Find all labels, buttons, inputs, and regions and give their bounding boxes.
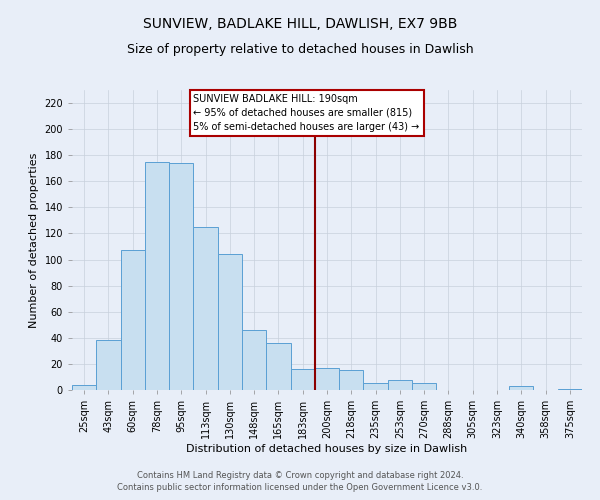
Bar	[509, 386, 533, 390]
Bar	[339, 370, 364, 390]
Bar	[121, 250, 145, 390]
Text: SUNVIEW BADLAKE HILL: 190sqm
← 95% of detached houses are smaller (815)
5% of se: SUNVIEW BADLAKE HILL: 190sqm ← 95% of de…	[193, 94, 419, 132]
Bar	[364, 384, 388, 390]
Bar	[72, 385, 96, 390]
Bar	[218, 254, 242, 390]
Text: SUNVIEW, BADLAKE HILL, DAWLISH, EX7 9BB: SUNVIEW, BADLAKE HILL, DAWLISH, EX7 9BB	[143, 18, 457, 32]
Bar	[193, 227, 218, 390]
Bar	[315, 368, 339, 390]
Bar	[290, 369, 315, 390]
Bar	[266, 343, 290, 390]
Bar	[145, 162, 169, 390]
Y-axis label: Number of detached properties: Number of detached properties	[29, 152, 39, 328]
Bar	[412, 384, 436, 390]
Bar	[96, 340, 121, 390]
Text: Contains HM Land Registry data © Crown copyright and database right 2024.: Contains HM Land Registry data © Crown c…	[137, 471, 463, 480]
Bar	[169, 163, 193, 390]
Text: Contains public sector information licensed under the Open Government Licence v3: Contains public sector information licen…	[118, 484, 482, 492]
Bar	[242, 330, 266, 390]
Bar	[388, 380, 412, 390]
Text: Size of property relative to detached houses in Dawlish: Size of property relative to detached ho…	[127, 42, 473, 56]
X-axis label: Distribution of detached houses by size in Dawlish: Distribution of detached houses by size …	[187, 444, 467, 454]
Bar	[558, 388, 582, 390]
